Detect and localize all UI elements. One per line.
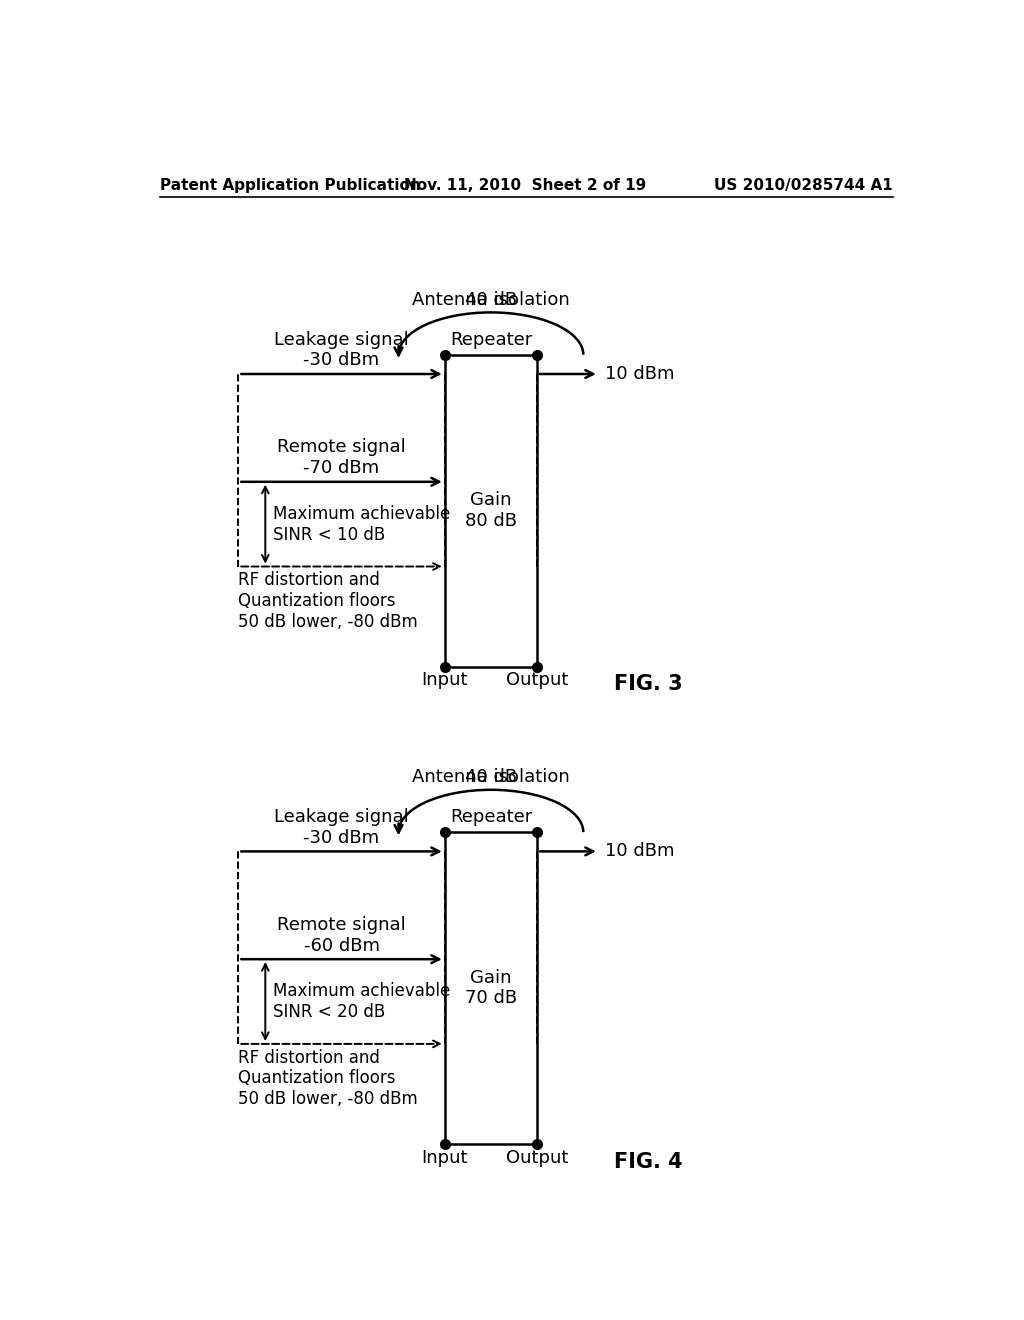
Text: US 2010/0285744 A1: US 2010/0285744 A1 [714,178,893,193]
Text: 10 dBm: 10 dBm [605,366,675,383]
Text: Output: Output [506,671,568,689]
Text: FIG. 3: FIG. 3 [614,675,683,694]
Text: 40 dB: 40 dB [465,747,517,785]
Text: 10 dBm: 10 dBm [605,842,675,861]
Text: Gain
80 dB: Gain 80 dB [465,491,517,531]
Text: FIG. 4: FIG. 4 [614,1151,683,1172]
Text: Output: Output [506,1148,568,1167]
Text: Maximum achievable
SINR < 20 dB: Maximum achievable SINR < 20 dB [273,982,451,1020]
Text: Repeater: Repeater [450,330,532,348]
Text: Gain
70 dB: Gain 70 dB [465,969,517,1007]
Text: Maximum achievable
SINR < 10 dB: Maximum achievable SINR < 10 dB [273,504,451,544]
Text: RF distortion and
Quantization floors
50 dB lower, -80 dBm: RF distortion and Quantization floors 50… [239,1048,418,1107]
Text: Antenna isolation: Antenna isolation [412,290,569,309]
Text: Nov. 11, 2010  Sheet 2 of 19: Nov. 11, 2010 Sheet 2 of 19 [403,178,646,193]
Bar [444,355,538,667]
Text: Input: Input [422,1148,468,1167]
Text: Repeater: Repeater [450,808,532,826]
Text: Patent Application Publication: Patent Application Publication [160,178,421,193]
Text: Remote signal
-60 dBm: Remote signal -60 dBm [278,916,406,954]
Text: Input: Input [422,671,468,689]
Text: RF distortion and
Quantization floors
50 dB lower, -80 dBm: RF distortion and Quantization floors 50… [239,572,418,631]
Text: Remote signal
-70 dBm: Remote signal -70 dBm [278,438,406,478]
Bar [444,832,538,1144]
Text: Leakage signal
-30 dBm: Leakage signal -30 dBm [274,808,409,847]
Text: 40 dB: 40 dB [465,269,517,309]
Text: Leakage signal
-30 dBm: Leakage signal -30 dBm [274,330,409,370]
Text: Antenna isolation: Antenna isolation [412,768,569,785]
